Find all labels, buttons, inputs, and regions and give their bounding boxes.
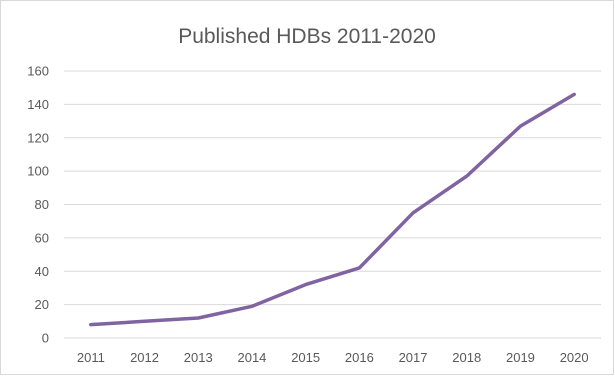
gridlines — [64, 70, 601, 339]
x-tick-label: 2016 — [345, 350, 374, 365]
y-axis-tick-labels: 0 20 40 60 80 100 120 140 160 — [27, 64, 49, 346]
y-tick-label: 120 — [27, 130, 49, 145]
chart-title: Published HDBs 2011-2020 — [178, 25, 436, 48]
y-tick-label: 80 — [35, 197, 49, 212]
x-tick-label: 2015 — [291, 350, 320, 365]
y-tick-label: 40 — [35, 264, 49, 279]
x-tick-label: 2018 — [452, 350, 481, 365]
y-tick-label: 140 — [27, 97, 49, 112]
x-tick-label: 2013 — [184, 350, 213, 365]
series-line — [89, 92, 576, 327]
y-tick-label: 0 — [42, 331, 49, 346]
x-tick-label: 2019 — [506, 350, 535, 365]
x-tick-label: 2020 — [560, 350, 589, 365]
y-tick-label: 60 — [35, 230, 49, 245]
x-tick-label: 2011 — [77, 350, 105, 365]
x-tick-label: 2012 — [130, 350, 159, 365]
y-tick-label: 160 — [27, 64, 49, 79]
series-layer — [89, 92, 576, 327]
x-tick-label: 2017 — [399, 350, 428, 365]
x-tick-label: 2014 — [237, 350, 266, 365]
y-tick-label: 20 — [35, 297, 49, 312]
x-axis-tick-labels: 2011 2012 2013 2014 2015 2016 2017 2018 2019 2020 — [77, 350, 589, 365]
y-tick-label: 100 — [27, 164, 49, 179]
